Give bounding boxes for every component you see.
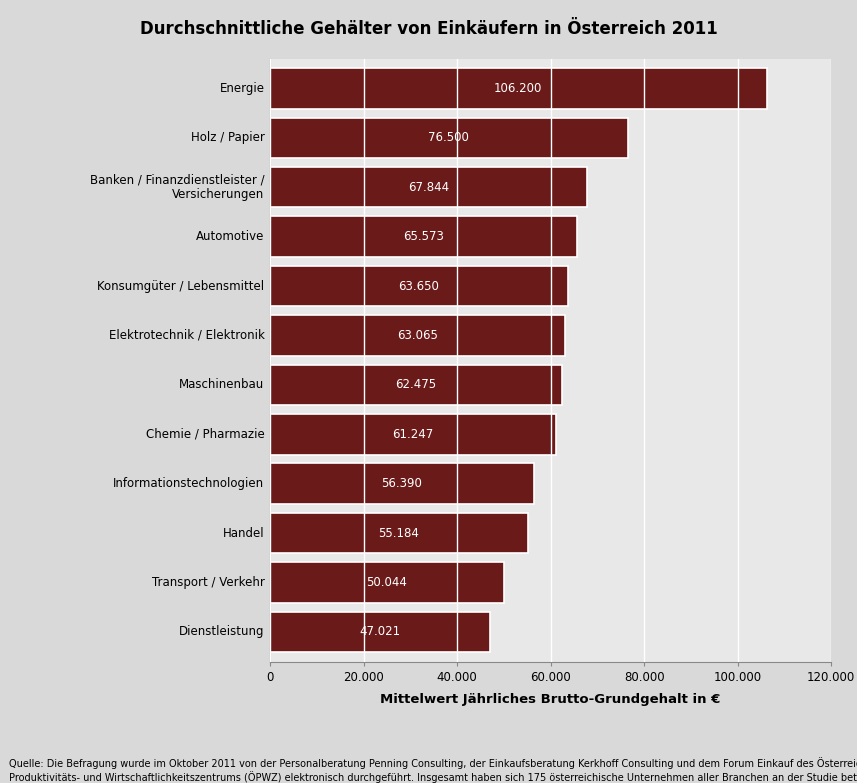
Bar bbox=[270, 612, 490, 652]
Text: 76.500: 76.500 bbox=[428, 132, 470, 144]
Text: 62.475: 62.475 bbox=[396, 378, 436, 392]
Text: 63.650: 63.650 bbox=[399, 280, 440, 293]
Text: 47.021: 47.021 bbox=[359, 626, 400, 638]
Text: Durchschnittliche Gehälter von Einkäufern in Österreich 2011: Durchschnittliche Gehälter von Einkäufer… bbox=[140, 20, 717, 38]
Bar bbox=[270, 216, 577, 257]
X-axis label: Mittelwert Jährliches Brutto-Grundgehalt in €: Mittelwert Jährliches Brutto-Grundgehalt… bbox=[381, 693, 721, 705]
Text: 63.065: 63.065 bbox=[397, 329, 438, 342]
Bar bbox=[270, 167, 587, 207]
Text: 50.044: 50.044 bbox=[367, 576, 407, 589]
Bar bbox=[270, 316, 565, 355]
Bar bbox=[270, 117, 628, 158]
Bar bbox=[270, 68, 767, 109]
Bar bbox=[270, 464, 534, 504]
Text: 61.247: 61.247 bbox=[393, 428, 434, 441]
Text: 55.184: 55.184 bbox=[379, 527, 419, 539]
Text: 106.200: 106.200 bbox=[494, 82, 542, 95]
Bar bbox=[270, 365, 562, 405]
Bar bbox=[270, 265, 567, 306]
Bar bbox=[270, 513, 528, 554]
Text: 56.390: 56.390 bbox=[381, 477, 423, 490]
Bar bbox=[270, 414, 556, 455]
Text: 67.844: 67.844 bbox=[408, 181, 449, 193]
Bar bbox=[270, 562, 504, 603]
Text: 65.573: 65.573 bbox=[403, 230, 444, 244]
Text: Quelle: Die Befragung wurde im Oktober 2011 von der Personalberatung Penning Con: Quelle: Die Befragung wurde im Oktober 2… bbox=[9, 757, 857, 783]
